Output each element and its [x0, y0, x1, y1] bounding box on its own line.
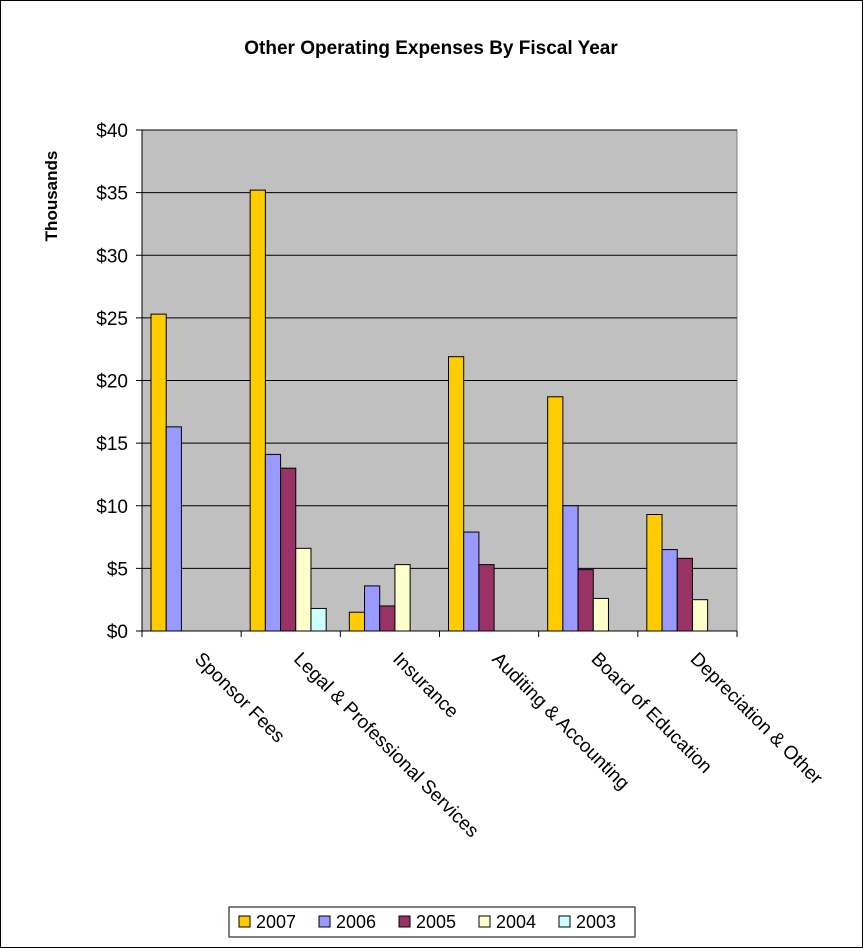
bar-2006 — [562, 505, 579, 632]
y-tick-label: $0 — [107, 622, 128, 643]
legend-swatch — [558, 915, 571, 928]
bar-2004 — [691, 599, 709, 632]
x-tick-labels: Sponsor Fees Legal & Professional Service… — [190, 649, 827, 842]
y-tick-label: $25 — [96, 309, 128, 330]
bars — [150, 189, 709, 632]
bar-2006 — [364, 585, 381, 632]
bar-2004 — [592, 597, 609, 632]
bar-2005 — [478, 564, 495, 632]
bar-2004 — [394, 564, 411, 632]
y-tick-label: $35 — [96, 184, 128, 205]
legend-swatch — [478, 915, 491, 928]
bar-2004 — [295, 547, 312, 632]
gridlines — [142, 129, 737, 569]
legend-swatch — [238, 915, 251, 928]
y-tick-label: $15 — [96, 434, 128, 455]
bar-2007 — [348, 611, 366, 632]
y-tick-label: $10 — [96, 497, 128, 518]
x-tick-label: Insurance — [388, 649, 462, 723]
bar-2005 — [577, 569, 594, 632]
y-tick-label: $40 — [96, 121, 128, 142]
y-tick-labels: $0 $5 $10 $15 $20 $25 $30 $35 $40 — [96, 121, 128, 643]
bar-2006 — [264, 453, 282, 632]
legend-label: 2006 — [336, 912, 376, 932]
legend-swatch — [398, 915, 411, 928]
y-tick-label: $30 — [96, 246, 128, 267]
bar-2005 — [379, 605, 396, 632]
x-tick-label: Sponsor Fees — [190, 649, 288, 747]
bar-2007 — [249, 189, 266, 632]
bar-2006 — [463, 531, 480, 632]
bar-2006 — [661, 549, 678, 632]
bar-2007 — [448, 356, 465, 632]
bar-2007 — [547, 396, 564, 632]
bar-2003 — [310, 607, 327, 632]
y-axis-label: Thousands — [42, 151, 61, 242]
legend-label: 2004 — [496, 912, 536, 932]
y-tick-label: $20 — [96, 372, 128, 393]
legend: 2007 2006 2005 2004 2003 — [228, 906, 636, 938]
bar-2005 — [676, 557, 693, 632]
legend-label: 2003 — [576, 912, 616, 932]
bar-2007 — [150, 313, 167, 632]
legend-swatch — [318, 915, 331, 928]
axes — [136, 129, 738, 637]
x-tick-label: Legal & Professional Services — [289, 649, 482, 842]
bar-2005 — [280, 467, 297, 632]
bar-2006 — [165, 426, 182, 632]
bar-2007 — [646, 514, 663, 632]
chart-title: Other Operating Expenses By Fiscal Year — [244, 38, 618, 59]
legend-label: 2005 — [416, 912, 456, 932]
legend-label: 2007 — [256, 912, 296, 932]
y-tick-label: $5 — [107, 559, 128, 580]
